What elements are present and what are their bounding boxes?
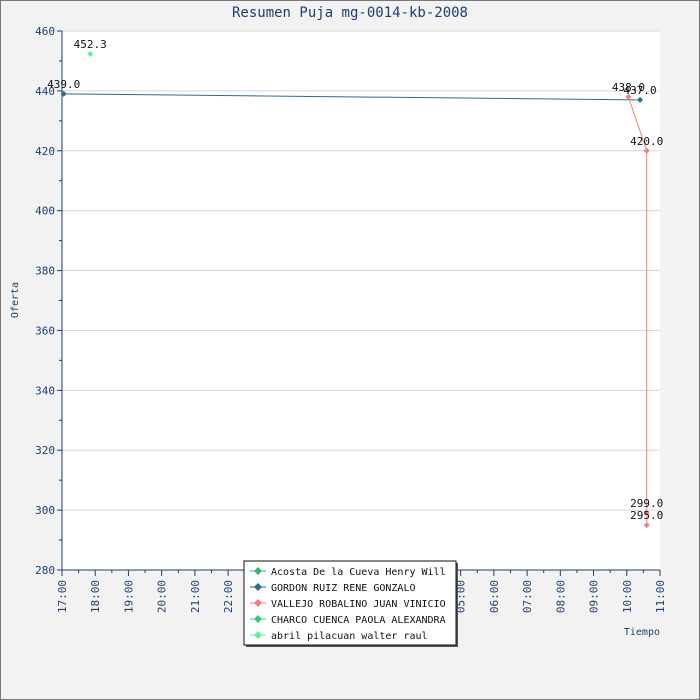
- y-tick-label: 400: [35, 205, 55, 218]
- x-tick-label: 09:00: [588, 580, 601, 613]
- data-label: 295.0: [630, 509, 663, 522]
- legend-label: Acosta De la Cueva Henry Will: [271, 567, 446, 578]
- series-1: 439.0 437.0: [47, 78, 657, 103]
- y-tick-label: 420: [35, 145, 55, 158]
- legend-item[interactable]: VALLEJO ROBALINO JUAN VINICIO: [250, 599, 446, 610]
- legend-swatch-marker: [254, 631, 262, 639]
- x-tick-label: 22:00: [222, 580, 235, 613]
- data-point: [643, 510, 650, 517]
- y-tick-label: 460: [35, 25, 55, 38]
- x-tick-label: 21:00: [189, 580, 202, 613]
- y-tick-label: 440: [35, 85, 55, 98]
- legend-label: abril pilacuan walter raul: [271, 631, 428, 642]
- series-4: 452.3: [74, 38, 107, 58]
- data-point: [643, 522, 650, 529]
- x-tick-label: 06:00: [488, 580, 501, 613]
- x-tick-label: 18:00: [89, 580, 102, 613]
- legend-item[interactable]: GORDON RUIZ RENE GONZALO: [250, 583, 416, 594]
- data-label: 452.3: [74, 38, 107, 51]
- data-label: 438.0: [612, 81, 645, 94]
- legend-item[interactable]: CHARCO CUENCA PAOLA ALEXANDRA: [250, 615, 446, 626]
- y-tick-label: 360: [35, 324, 55, 337]
- y-axis-label: Oferta: [10, 282, 21, 318]
- legend-label: CHARCO CUENCA PAOLA ALEXANDRA: [271, 615, 446, 626]
- legend[interactable]: Acosta De la Cueva Henry Will GORDON RUIZ…: [243, 560, 458, 647]
- plot-area: [62, 31, 660, 570]
- legend-box: [243, 560, 457, 646]
- legend-label: GORDON RUIZ RENE GONZALO: [271, 583, 416, 594]
- x-tick-label: 07:00: [521, 580, 534, 613]
- series-line: [63, 93, 641, 101]
- data-label: 437.0: [624, 84, 657, 97]
- legend-swatch-marker: [254, 599, 262, 607]
- x-tick-label: 11:00: [654, 580, 667, 613]
- legend-item[interactable]: Acosta De la Cueva Henry Will: [250, 567, 446, 578]
- y-axis-ticks: 280 300 320 340 360 380 400 420 440 460: [35, 25, 55, 577]
- data-point: [625, 93, 632, 100]
- chart-title: Resumen Puja mg-0014-kb-2008: [232, 5, 468, 21]
- x-tick-label: 17:00: [56, 580, 69, 613]
- data-point: [87, 51, 94, 58]
- series-line: [627, 96, 648, 526]
- x-tick-label: 08:00: [554, 580, 567, 613]
- data-label: 439.0: [47, 78, 80, 91]
- y-tick-label: 340: [35, 384, 55, 397]
- x-tick-label: 20:00: [156, 580, 169, 613]
- legend-swatch-marker: [254, 583, 262, 591]
- x-tick-label: 19:00: [122, 580, 135, 613]
- y-tick-label: 280: [35, 564, 55, 577]
- y-tick-label: 320: [35, 444, 55, 457]
- legend-swatch-marker: [254, 567, 262, 575]
- legend-swatch-marker: [254, 615, 262, 623]
- data-label: 420.0: [630, 135, 663, 148]
- data-label: 299.0: [630, 497, 663, 510]
- legend-label: VALLEJO ROBALINO JUAN VINICIO: [271, 599, 446, 610]
- y-tick-label: 380: [35, 265, 55, 278]
- x-axis-label: Tiempo: [624, 627, 660, 638]
- data-point: [60, 90, 67, 97]
- data-point: [643, 147, 650, 154]
- data-point: [637, 96, 644, 103]
- y-tick-label: 300: [35, 504, 55, 517]
- x-tick-label: 10:00: [621, 580, 634, 613]
- legend-item[interactable]: abril pilacuan walter raul: [250, 631, 428, 642]
